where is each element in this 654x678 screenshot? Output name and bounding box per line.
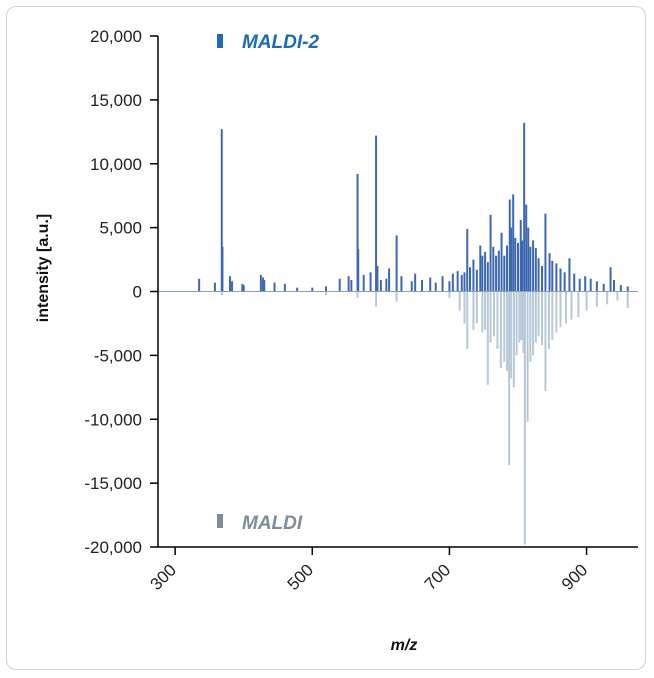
x-axis-ticks: 300 500 700 900 (146, 547, 591, 594)
x-tick-label: 900 (558, 560, 591, 593)
legend-swatch-maldi (217, 514, 223, 528)
y-tick-label: 0 (133, 283, 142, 302)
y-tick-label: -5,000 (94, 346, 142, 365)
y-tick-label: 10,000 (90, 155, 142, 174)
x-axis-title: m/z (391, 637, 418, 654)
x-tick-label: 700 (421, 560, 454, 593)
legend-label-maldi2: MALDI-2 (242, 32, 319, 53)
y-axis-title: intensity [a.u.] (35, 214, 52, 322)
maldi2-series (198, 122, 629, 292)
y-tick-label: -20,000 (84, 538, 142, 557)
legend-swatch-maldi2 (217, 34, 223, 48)
y-tick-label: 20,000 (90, 27, 142, 46)
y-tick-label: 5,000 (99, 219, 142, 238)
y-tick-label: 15,000 (90, 91, 142, 110)
x-tick-label: 500 (284, 560, 317, 593)
y-axis-ticks: 20,000 15,000 10,000 5,000 0 -5,000 -10,000 -15… (84, 27, 158, 557)
chart-frame (6, 6, 646, 670)
y-tick-label: -15,000 (84, 474, 142, 493)
y-tick-label: -10,000 (84, 410, 142, 429)
maldi-series (220, 291, 629, 545)
legend-label-maldi: MALDI (242, 513, 303, 534)
x-tick-label: 300 (146, 560, 179, 593)
